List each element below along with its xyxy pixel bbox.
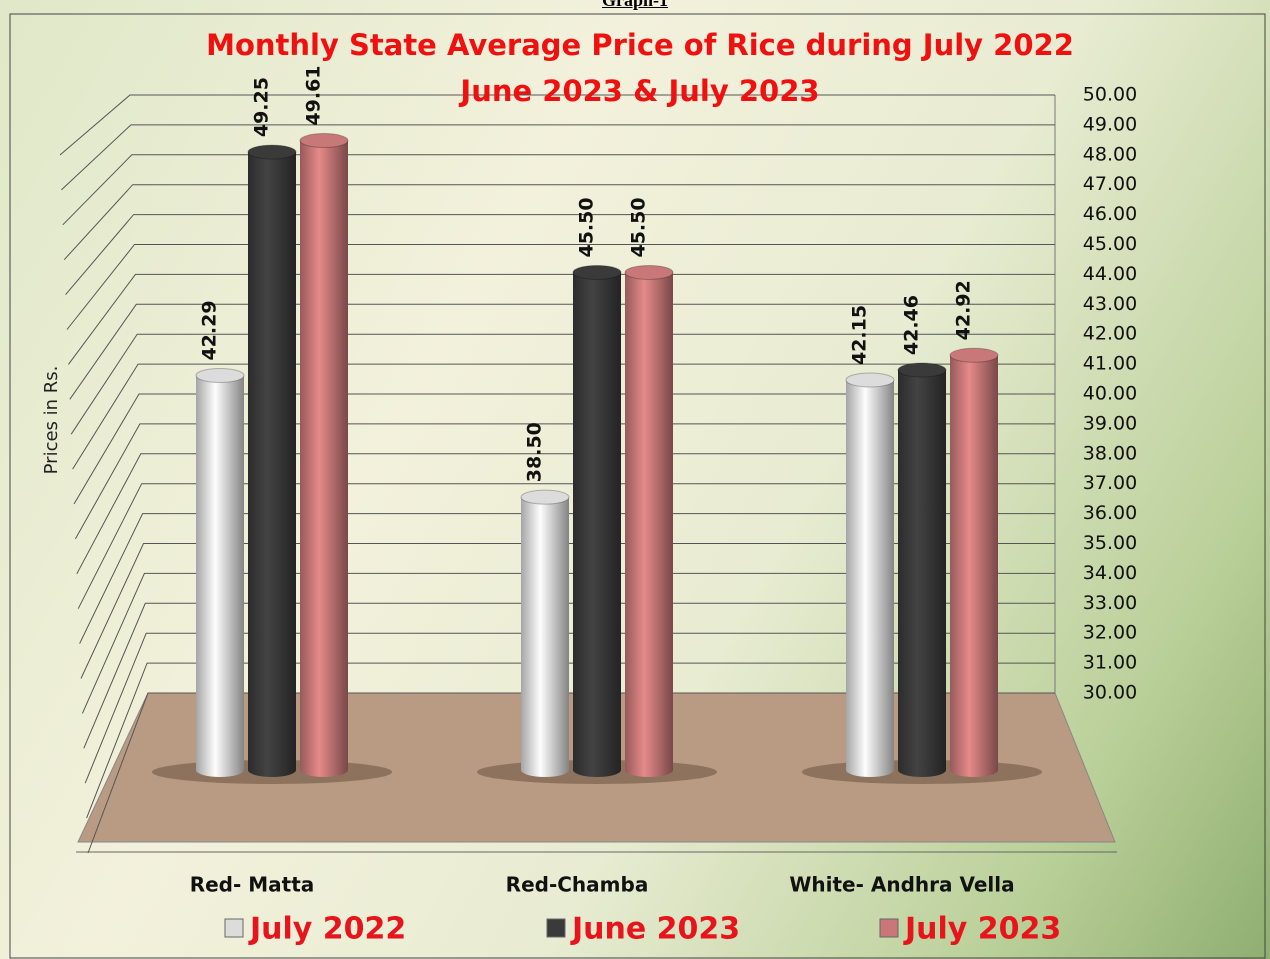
- value-label: 38.50: [524, 422, 546, 482]
- bar-top: [845, 372, 895, 388]
- y-tick-label: 36.00: [1083, 502, 1137, 524]
- y-tick-label: 41.00: [1083, 353, 1137, 375]
- value-label: 45.50: [628, 197, 650, 257]
- chart-title: Monthly State Average Price of Rice duri…: [206, 28, 1074, 108]
- value-label: 42.92: [953, 280, 975, 340]
- value-label: 45.50: [576, 197, 598, 257]
- bar-top: [897, 362, 947, 378]
- grid-line: [80, 543, 1055, 679]
- y-tick-label: 35.00: [1083, 532, 1137, 554]
- grid-line: [86, 662, 1055, 819]
- bar: [248, 152, 296, 777]
- header: Graph-1: [601, 0, 668, 10]
- grid-line: [73, 393, 1055, 505]
- grid-line: [66, 244, 1055, 330]
- y-tick-label: 45.00: [1083, 233, 1137, 255]
- y-tick-label: 30.00: [1083, 682, 1137, 704]
- y-tick-label: 46.00: [1083, 203, 1137, 225]
- legend-marker: [879, 918, 899, 938]
- y-tick-label: 48.00: [1083, 143, 1137, 165]
- legend-label: July 2023: [903, 912, 1061, 947]
- grid-line: [59, 94, 1055, 156]
- y-tick-label: 39.00: [1083, 412, 1137, 434]
- value-label: 42.15: [849, 305, 871, 365]
- bar: [573, 272, 621, 777]
- grid-line: [79, 513, 1055, 644]
- bar: [625, 272, 673, 777]
- grid-line: [76, 453, 1055, 575]
- value-label: 49.61: [303, 65, 325, 125]
- y-tick-label: 47.00: [1083, 173, 1137, 195]
- grid-line: [87, 692, 1055, 854]
- x-tick-label: Red- Matta: [190, 873, 315, 897]
- bar-top: [572, 264, 622, 280]
- x-tick-label: White- Andhra Vella: [789, 873, 1014, 897]
- bar-top: [949, 347, 999, 363]
- y-tick-label: 32.00: [1083, 622, 1137, 644]
- bar: [521, 497, 569, 777]
- x-tick-label: Red-Chamba: [506, 873, 649, 897]
- grid-line: [65, 214, 1055, 295]
- grid-line: [70, 333, 1055, 435]
- y-tick-label: 49.00: [1083, 113, 1137, 135]
- bar-top: [247, 144, 297, 160]
- grid-line: [84, 632, 1055, 784]
- grid-line: [61, 124, 1055, 191]
- legend-marker: [224, 918, 244, 938]
- grid-line: [67, 273, 1055, 365]
- y-tick-label: 40.00: [1083, 383, 1137, 405]
- chart-border: [9, 13, 1266, 959]
- value-label: 42.29: [199, 300, 221, 360]
- bar-top: [299, 133, 349, 149]
- grid-line: [74, 423, 1055, 540]
- bar: [300, 140, 348, 778]
- y-tick-label: 33.00: [1083, 592, 1137, 614]
- y-tick-label: 44.00: [1083, 263, 1137, 285]
- bar-top: [520, 489, 570, 505]
- y-tick-label: 38.00: [1083, 442, 1137, 464]
- y-tick-label: 34.00: [1083, 562, 1137, 584]
- grid-line: [77, 483, 1055, 609]
- value-label: 42.46: [901, 295, 923, 355]
- y-tick-label: 37.00: [1083, 472, 1137, 494]
- bar: [196, 375, 244, 777]
- y-tick-label: 42.00: [1083, 323, 1137, 345]
- bar-top: [195, 367, 245, 383]
- grid-line: [83, 602, 1055, 749]
- bar: [898, 370, 946, 777]
- y-tick-label: 31.00: [1083, 652, 1137, 674]
- bar: [950, 355, 998, 777]
- legend-marker: [546, 918, 566, 938]
- grid-line: [81, 572, 1055, 714]
- y-tick-label: 43.00: [1083, 293, 1137, 315]
- y-tick-label: 50.00: [1083, 84, 1137, 106]
- bar: [846, 379, 894, 777]
- grid-line: [62, 154, 1055, 226]
- legend-label: July 2022: [248, 912, 406, 947]
- value-label: 49.25: [251, 77, 273, 137]
- y-axis-label: Prices in Rs.: [41, 366, 62, 475]
- legend-label: June 2023: [570, 912, 740, 947]
- grid-line: [69, 303, 1055, 400]
- bar-top: [624, 264, 674, 280]
- grid-line: [63, 184, 1055, 261]
- grid-line: [72, 363, 1055, 470]
